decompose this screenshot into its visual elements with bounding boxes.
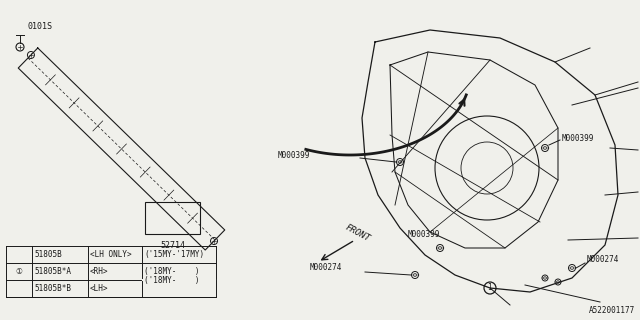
Text: 51805B*B: 51805B*B xyxy=(34,284,71,293)
Text: 0101S: 0101S xyxy=(27,22,52,31)
Text: FRONT: FRONT xyxy=(344,223,372,243)
Text: A522001177: A522001177 xyxy=(589,306,635,315)
Text: ('18MY-    ): ('18MY- ) xyxy=(144,276,200,284)
Text: ('18MY-    ): ('18MY- ) xyxy=(144,267,200,276)
Text: M000399: M000399 xyxy=(408,229,440,238)
Text: 51805B: 51805B xyxy=(34,250,61,259)
Text: <LH ONLY>: <LH ONLY> xyxy=(90,250,132,259)
Text: 1: 1 xyxy=(488,284,492,292)
Text: M000399: M000399 xyxy=(278,150,310,159)
Text: M000274: M000274 xyxy=(310,263,342,273)
Text: <RH>: <RH> xyxy=(90,267,109,276)
Text: M000399: M000399 xyxy=(562,133,595,142)
Text: <LH>: <LH> xyxy=(90,284,109,293)
Text: 51805B*A: 51805B*A xyxy=(34,267,71,276)
Text: ('15MY-'17MY): ('15MY-'17MY) xyxy=(144,250,204,259)
Text: M000274: M000274 xyxy=(587,255,620,265)
Bar xyxy=(145,202,200,234)
Text: 52714: 52714 xyxy=(160,241,185,250)
Text: ①: ① xyxy=(15,267,22,276)
